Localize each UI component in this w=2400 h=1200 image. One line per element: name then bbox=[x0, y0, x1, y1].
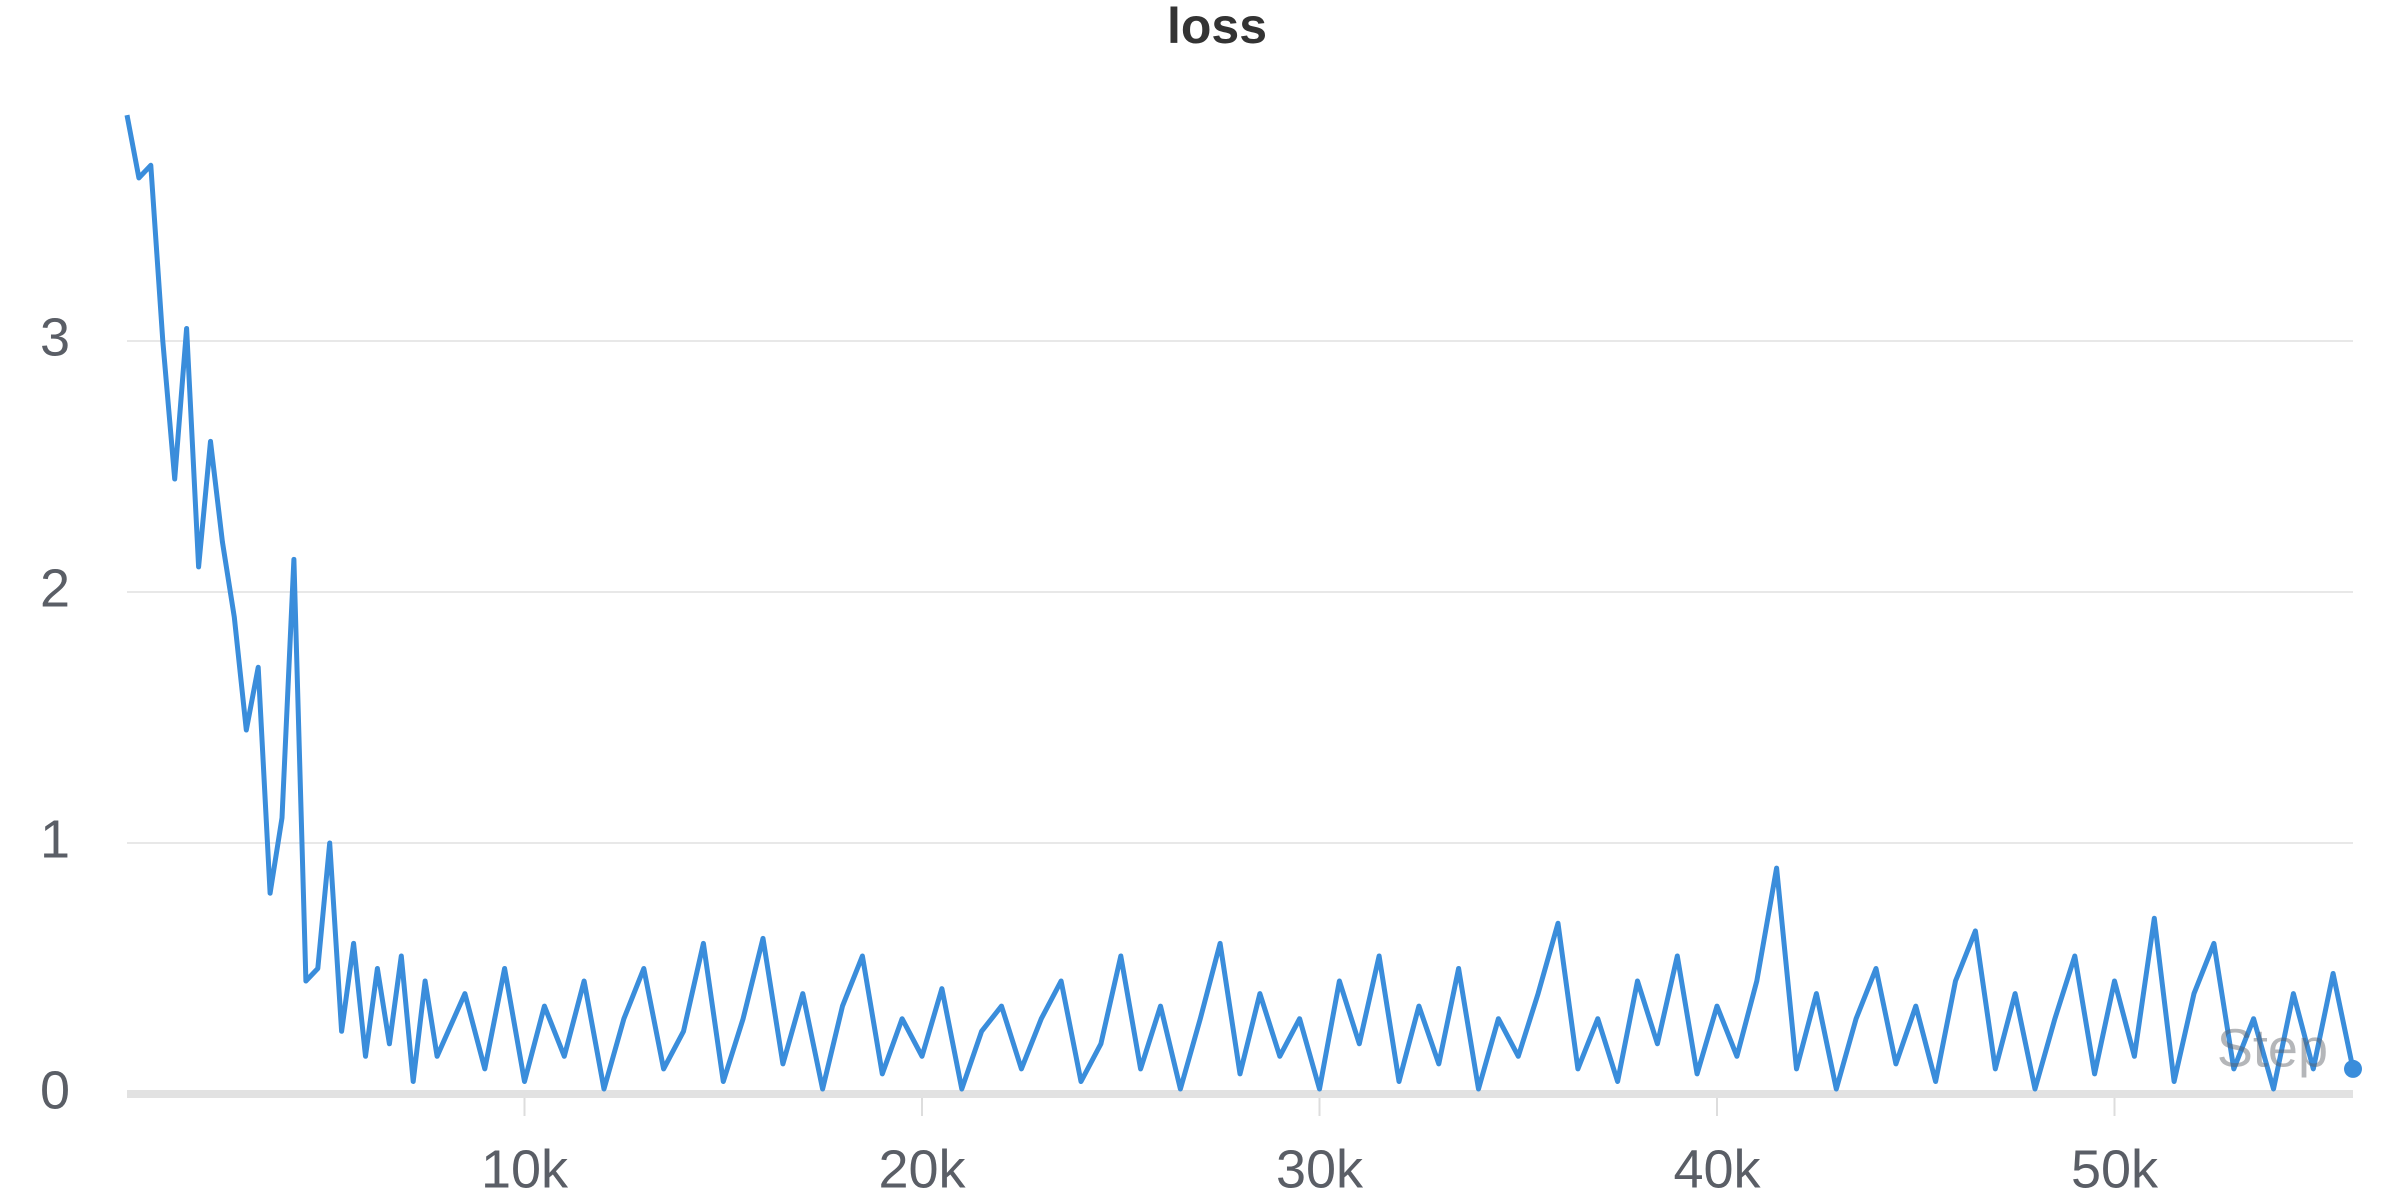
y-tick-label: 0 bbox=[40, 1060, 70, 1120]
x-axis-label: Step bbox=[2217, 1018, 2328, 1078]
end-point bbox=[2344, 1059, 2362, 1078]
x-tick-label: 40k bbox=[1673, 1139, 1761, 1199]
x-tick-label: 10k bbox=[481, 1139, 569, 1199]
x-tick-label: 20k bbox=[878, 1139, 966, 1199]
x-tick-label: 30k bbox=[1276, 1139, 1364, 1199]
loss-line bbox=[124, 114, 2356, 1092]
y-tick-label: 3 bbox=[40, 307, 70, 367]
x-tick-label: 50k bbox=[2071, 1139, 2159, 1199]
chart-title: loss bbox=[1167, 0, 1267, 54]
y-tick-label: 2 bbox=[40, 558, 70, 618]
y-tick-label: 1 bbox=[40, 809, 70, 869]
